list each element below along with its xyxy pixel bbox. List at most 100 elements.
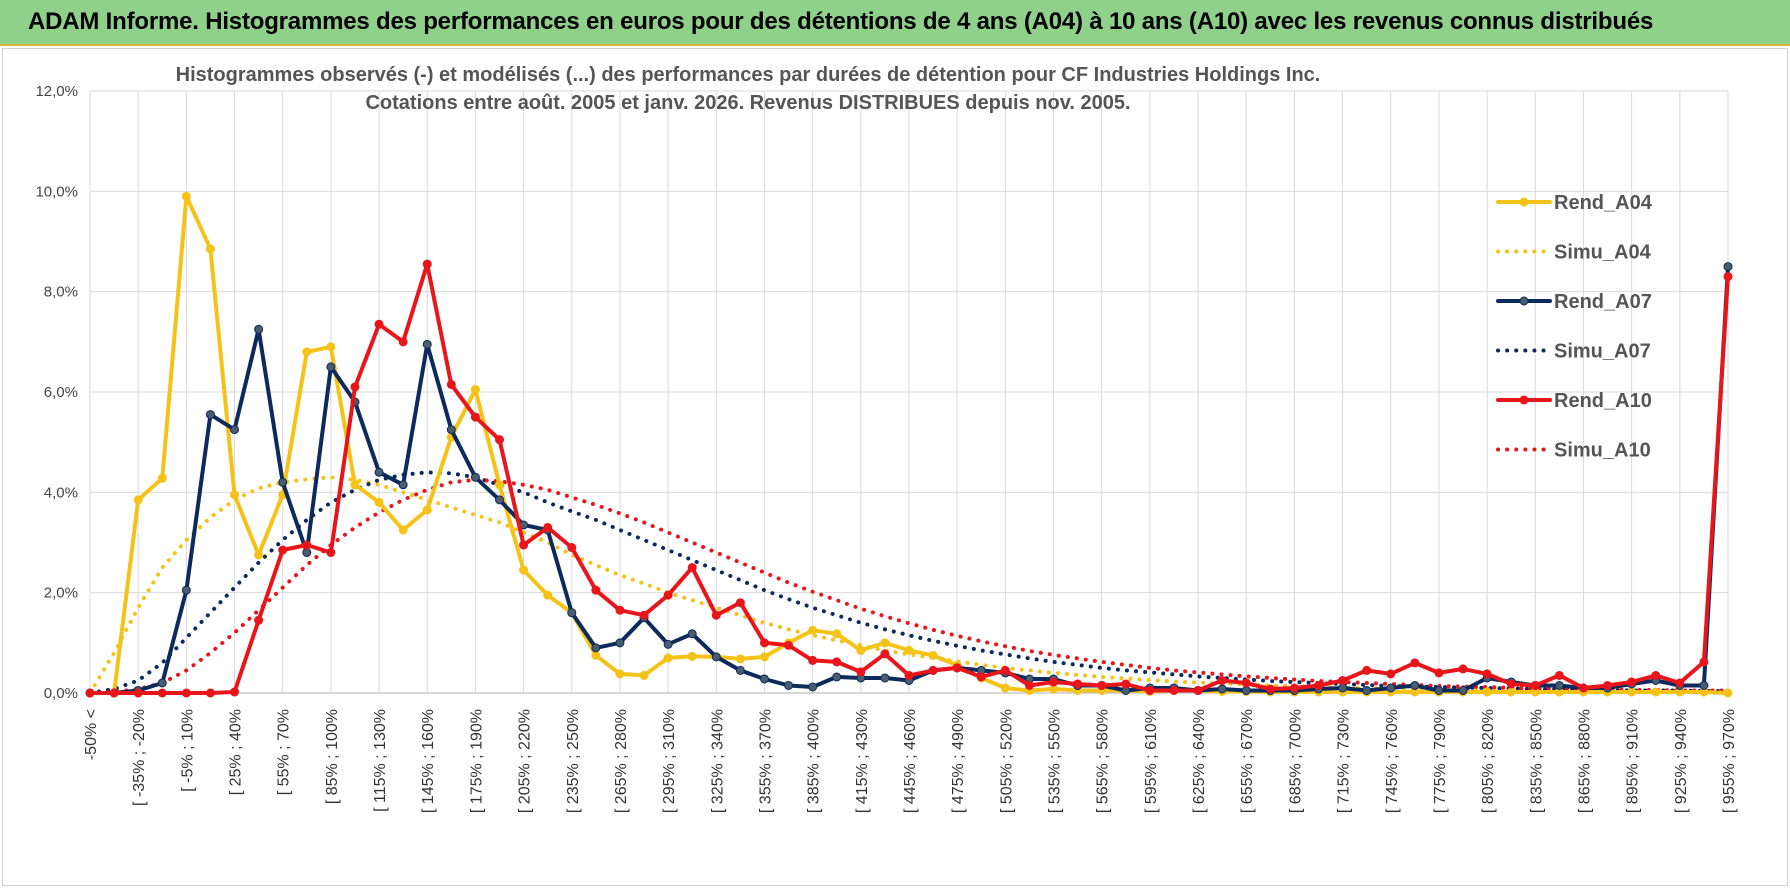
x-tick-label: [ 55% ; 70% bbox=[276, 709, 293, 795]
point-rend-a10 bbox=[1386, 669, 1396, 679]
point-rend-a10 bbox=[904, 670, 914, 680]
point-rend-a10 bbox=[1675, 678, 1685, 688]
point-rend-a04 bbox=[350, 480, 360, 490]
point-rend-a07 bbox=[784, 680, 794, 690]
x-axis-ticks: -50% < [ -35% ; -20% [ -5% ; 10% [ 25% ; 40… bbox=[83, 709, 1738, 813]
point-rend-a10 bbox=[374, 319, 384, 329]
point-rend-a10 bbox=[133, 688, 143, 698]
x-tick-label: [ 25% ; 40% bbox=[228, 709, 245, 795]
y-tick-label: 8,0% bbox=[44, 284, 78, 301]
x-tick-label: [ 385% ; 400% bbox=[806, 709, 823, 813]
x-tick-label: [ 805% ; 820% bbox=[1480, 709, 1497, 813]
point-rend-a10 bbox=[784, 640, 794, 650]
x-tick-label: [ 235% ; 250% bbox=[565, 709, 582, 813]
point-rend-a10 bbox=[1651, 670, 1661, 680]
series-simu-a07 bbox=[88, 470, 1730, 695]
point-rend-a07 bbox=[832, 672, 842, 682]
series bbox=[85, 191, 1733, 698]
point-rend-a07 bbox=[326, 362, 336, 372]
point-rend-a07 bbox=[446, 425, 456, 435]
point-rend-a07 bbox=[735, 665, 745, 675]
point-rend-a07 bbox=[398, 480, 408, 490]
point-rend-a10 bbox=[687, 563, 697, 573]
legend-marker bbox=[1519, 395, 1529, 405]
x-tick-label: -50% < bbox=[83, 709, 100, 760]
point-rend-a10 bbox=[952, 663, 962, 673]
x-tick-label: [ 565% ; 580% bbox=[1095, 709, 1112, 813]
y-tick-label: 10,0% bbox=[35, 183, 78, 200]
report-title: ADAM Informe. Histogrammes des performan… bbox=[28, 8, 1654, 35]
point-rend-a10 bbox=[495, 435, 504, 445]
x-tick-label: [ 265% ; 280% bbox=[613, 709, 630, 813]
point-rend-a10 bbox=[1554, 670, 1564, 680]
x-tick-label: [ 205% ; 220% bbox=[517, 709, 534, 813]
point-rend-a04 bbox=[1651, 687, 1661, 697]
x-tick-label: [ -35% ; -20% bbox=[131, 709, 148, 806]
legend-label: Rend_A04 bbox=[1554, 192, 1653, 214]
point-rend-a07 bbox=[591, 643, 601, 653]
point-rend-a10 bbox=[1506, 679, 1516, 689]
x-tick-label: [ 775% ; 790% bbox=[1432, 709, 1449, 813]
point-rend-a10 bbox=[470, 412, 480, 422]
point-rend-a07 bbox=[663, 639, 673, 649]
point-rend-a10 bbox=[1627, 677, 1637, 687]
legend-entry-simu-a07: Simu_A07 bbox=[1496, 341, 1651, 363]
point-rend-a10 bbox=[1603, 680, 1613, 690]
legend-label: Rend_A10 bbox=[1554, 390, 1652, 412]
point-rend-a10 bbox=[1217, 675, 1227, 685]
point-rend-a04 bbox=[735, 654, 745, 664]
point-rend-a10 bbox=[1265, 684, 1275, 694]
legend-entry-rend-a10: Rend_A10 bbox=[1496, 390, 1652, 412]
point-rend-a10 bbox=[1169, 685, 1179, 695]
x-tick-label: [ 475% ; 490% bbox=[950, 709, 967, 813]
point-rend-a10 bbox=[735, 598, 745, 608]
point-rend-a04 bbox=[181, 191, 191, 201]
point-rend-a07 bbox=[254, 324, 264, 334]
point-rend-a04 bbox=[1000, 683, 1010, 693]
chart-frame: 0,0% 2,0% 4,0% 6,0% 8,0% 10,0% 12,0% -50% < [ -… bbox=[2, 48, 1788, 886]
point-rend-a10 bbox=[543, 522, 553, 532]
point-rend-a07 bbox=[1410, 680, 1420, 690]
point-rend-a04 bbox=[904, 645, 914, 655]
x-tick-label: [ 715% ; 730% bbox=[1336, 709, 1353, 813]
x-tick-label: [ 505% ; 520% bbox=[998, 709, 1015, 813]
point-rend-a10 bbox=[1338, 675, 1348, 685]
legend-entry-simu-a04: Simu_A04 bbox=[1496, 242, 1652, 264]
legend-label: Simu_A04 bbox=[1554, 242, 1652, 264]
point-rend-a07 bbox=[1241, 685, 1251, 695]
point-rend-a07 bbox=[1338, 683, 1348, 693]
point-rend-a04 bbox=[663, 653, 673, 663]
point-rend-a04 bbox=[928, 650, 938, 660]
point-rend-a04 bbox=[808, 625, 818, 635]
point-rend-a10 bbox=[350, 382, 360, 392]
grid bbox=[89, 90, 1729, 694]
point-rend-a04 bbox=[856, 645, 866, 655]
legend-marker bbox=[1519, 197, 1529, 207]
point-rend-a04 bbox=[639, 670, 649, 680]
point-rend-a04 bbox=[832, 629, 842, 639]
point-rend-a10 bbox=[976, 672, 986, 682]
point-rend-a10 bbox=[1410, 658, 1420, 668]
series-simu-a10 bbox=[88, 477, 1730, 695]
x-tick-label: [ 325% ; 340% bbox=[709, 709, 726, 813]
y-tick-label: 6,0% bbox=[44, 384, 78, 401]
point-rend-a07 bbox=[567, 608, 577, 618]
x-tick-label: [ 865% ; 880% bbox=[1576, 709, 1593, 813]
point-rend-a04 bbox=[157, 473, 167, 483]
chart-title: Histogrammes observés (-) et modélisés (… bbox=[176, 64, 1321, 114]
x-tick-label: [ 895% ; 910% bbox=[1625, 709, 1642, 813]
series-rend-a10 bbox=[85, 259, 1733, 698]
x-tick-label: [ 355% ; 370% bbox=[757, 709, 774, 813]
point-rend-a04 bbox=[615, 669, 625, 679]
point-rend-a10 bbox=[109, 688, 119, 698]
point-rend-a07 bbox=[687, 629, 697, 639]
point-rend-a10 bbox=[711, 610, 721, 620]
legend-label: Rend_A07 bbox=[1554, 291, 1652, 313]
x-tick-label: [ 445% ; 460% bbox=[902, 709, 919, 813]
x-tick-label: [ 145% ; 160% bbox=[420, 709, 437, 813]
point-rend-a10 bbox=[254, 615, 264, 625]
point-rend-a10 bbox=[1434, 668, 1444, 678]
x-tick-label: [ 415% ; 430% bbox=[854, 709, 871, 813]
point-rend-a07 bbox=[711, 652, 721, 662]
point-rend-a10 bbox=[157, 688, 167, 698]
